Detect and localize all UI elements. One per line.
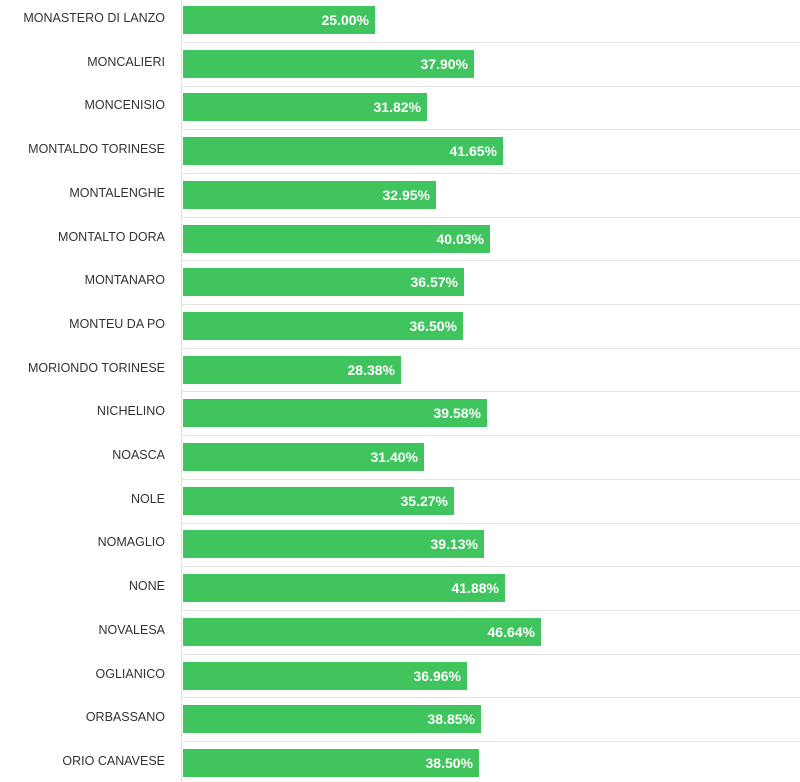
bar[interactable]: 40.03% — [183, 224, 490, 253]
row-gridline — [182, 566, 800, 567]
bar[interactable]: 36.57% — [183, 268, 464, 297]
bar-value-label: 41.65% — [449, 143, 497, 160]
category-label: MORIONDO TORINESE — [27, 360, 165, 375]
category-label: MONCALIERI — [87, 54, 165, 69]
category-label: MONTALDO TORINESE — [28, 142, 165, 157]
row-gridline — [182, 86, 800, 87]
bar-value-label: 36.57% — [410, 274, 458, 291]
bar-value-label: 31.40% — [370, 449, 418, 465]
row-gridline — [182, 304, 800, 305]
row-gridline — [182, 42, 800, 43]
bar-value-label: 37.90% — [420, 55, 468, 72]
bar-value-label: 39.58% — [433, 405, 481, 422]
bar-value-label: 41.88% — [451, 580, 499, 597]
bar[interactable]: 39.58% — [183, 399, 487, 428]
bar[interactable]: 46.64% — [183, 617, 541, 646]
bar-value-label: 25.00% — [321, 12, 369, 28]
category-label: NOASCA — [112, 448, 165, 462]
bar[interactable]: 39.13% — [183, 530, 484, 559]
category-label: ORBASSANO — [85, 710, 165, 725]
bar-value-label: 35.27% — [400, 492, 448, 509]
row-gridline — [182, 391, 800, 392]
category-label: ORIO CANAVESE — [62, 753, 165, 768]
category-label: MONTEU DA PO — [69, 316, 165, 331]
bar-value-label: 40.03% — [436, 230, 484, 247]
category-label: NOMAGLIO — [97, 535, 165, 550]
bar-value-label: 36.50% — [409, 317, 457, 334]
row-gridline — [182, 479, 800, 480]
bar[interactable]: 31.82% — [183, 93, 427, 122]
category-label: MONTALTO DORA — [58, 229, 165, 244]
category-label: NOVALESA — [98, 622, 165, 637]
category-label: NICHELINO — [96, 404, 165, 419]
bar[interactable]: 38.50% — [183, 748, 479, 777]
bar-value-label: 46.64% — [487, 623, 535, 640]
row-gridline — [182, 348, 800, 349]
bar[interactable]: 41.65% — [183, 137, 503, 166]
bar-value-label: 32.95% — [382, 186, 430, 203]
bar[interactable]: 41.88% — [183, 574, 505, 603]
category-label: MONTALENGHE — [69, 185, 165, 200]
row-gridline — [182, 610, 800, 611]
bar-value-label: 28.38% — [347, 361, 395, 378]
category-label: NOLE — [130, 491, 165, 506]
bar[interactable]: 35.27% — [183, 486, 454, 515]
row-gridline — [182, 260, 800, 261]
bar[interactable]: 28.38% — [183, 355, 401, 384]
bar[interactable]: 32.95% — [183, 180, 436, 209]
y-axis-line — [181, 0, 182, 782]
row-gridline — [182, 741, 800, 742]
bar-value-label: 38.85% — [427, 711, 475, 728]
bar-value-label: 36.96% — [413, 667, 461, 684]
bar[interactable]: 37.90% — [183, 49, 474, 78]
bar[interactable]: 36.96% — [183, 661, 467, 690]
row-gridline — [182, 523, 800, 524]
bar[interactable]: 38.85% — [183, 705, 481, 734]
bar-value-label: 31.82% — [373, 99, 421, 116]
bar-value-label: 38.50% — [425, 754, 473, 771]
bar[interactable]: 25.00% — [183, 6, 375, 34]
category-label: MONASTERO DI LANZO — [23, 11, 165, 25]
row-gridline — [182, 217, 800, 218]
category-label: MONCENISIO — [84, 98, 165, 113]
category-label: MONTANARO — [84, 273, 165, 288]
row-gridline — [182, 697, 800, 698]
category-label: OGLIANICO — [95, 666, 165, 681]
row-gridline — [182, 654, 800, 655]
category-label: NONE — [128, 579, 165, 594]
row-gridline — [182, 435, 800, 436]
bar-value-label: 39.13% — [430, 536, 478, 553]
row-gridline — [182, 129, 800, 130]
bar[interactable]: 31.40% — [183, 443, 424, 471]
bar[interactable]: 36.50% — [183, 311, 463, 340]
row-gridline — [182, 173, 800, 174]
